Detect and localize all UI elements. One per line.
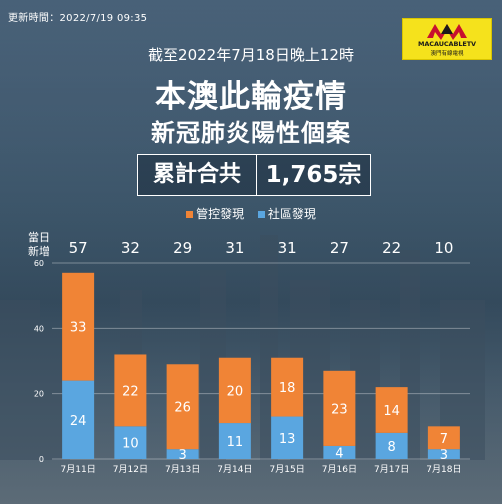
y-tick-label: 20 xyxy=(34,390,44,399)
bar-segment-community xyxy=(62,380,95,459)
x-tick-label: 7月18日 xyxy=(426,464,461,475)
legend-label-control: 管控發現 xyxy=(196,207,245,221)
bar-segment-control xyxy=(271,357,304,417)
data-label: 20 xyxy=(227,384,244,399)
bar-segment-community xyxy=(218,423,251,459)
y-tick-label: 60 xyxy=(34,259,44,268)
data-label: 22 xyxy=(122,384,139,399)
legend-swatch-community xyxy=(257,211,265,218)
logo-mark-icon xyxy=(427,24,467,40)
background-building xyxy=(0,300,40,460)
data-label: 33 xyxy=(70,321,87,336)
data-label: 14 xyxy=(383,404,400,419)
data-label: 10 xyxy=(122,437,139,452)
bar-segment-community xyxy=(271,416,304,459)
data-label: 3 xyxy=(440,448,448,463)
data-label: 7 xyxy=(440,432,448,447)
bar-segment-community xyxy=(375,432,408,459)
bar-segment-community xyxy=(166,449,199,459)
daily-total-label: 10 xyxy=(434,239,453,257)
x-tick-label: 7月15日 xyxy=(270,464,305,475)
bar-segment-control xyxy=(218,357,251,424)
legend-item-control: 管控發現 xyxy=(186,207,248,221)
data-label: 24 xyxy=(70,414,87,429)
daily-total-label: 27 xyxy=(330,239,349,257)
daily-total-label: 31 xyxy=(278,239,297,257)
data-label: 3 xyxy=(178,448,186,463)
bar-segment-control xyxy=(166,364,199,450)
daily-new-label: 當日 新增 xyxy=(28,231,50,258)
cumulative-total-value: 1,765宗 xyxy=(265,162,362,188)
y-tick-label: 0 xyxy=(39,455,44,464)
update-time: 更新時間：2022/7/19 09:35 xyxy=(8,13,148,24)
bar-segment-community xyxy=(427,449,460,459)
cumulative-total-label: 累計合共 xyxy=(138,155,257,195)
daily-total-label: 22 xyxy=(382,239,401,257)
bar-segment-control xyxy=(323,370,356,446)
daily-total-label: 31 xyxy=(225,239,244,257)
data-label: 23 xyxy=(331,402,348,417)
legend-swatch-control xyxy=(186,211,194,218)
data-label: 18 xyxy=(279,381,296,396)
x-tick-label: 7月11日 xyxy=(61,464,96,475)
x-tick-label: 7月17日 xyxy=(374,464,409,475)
x-tick-label: 7月14日 xyxy=(217,464,252,475)
cumulative-total-box: 累計合共 1,765宗 xyxy=(137,154,371,196)
title-line-1: 本澳此輪疫情 xyxy=(155,79,347,115)
x-tick-label: 7月13日 xyxy=(165,464,200,475)
legend-label-community: 社區發現 xyxy=(267,207,316,221)
logo-brand: MACAUCABLETV xyxy=(418,40,476,48)
daily-total-label: 57 xyxy=(69,239,88,257)
bar-segment-control xyxy=(62,272,95,381)
bar-segment-control xyxy=(114,354,147,427)
bar-segment-control xyxy=(427,426,460,450)
daily-total-label: 32 xyxy=(121,239,140,257)
as-of-date: 截至2022年7月18日晚上12時 xyxy=(148,46,354,64)
daily-total-label: 29 xyxy=(173,239,192,257)
data-label: 13 xyxy=(279,432,296,447)
y-tick-label: 40 xyxy=(34,324,44,333)
bar-segment-community xyxy=(323,445,356,459)
legend-item-community: 社區發現 xyxy=(257,207,316,221)
data-label: 4 xyxy=(335,446,343,461)
data-label: 11 xyxy=(227,435,244,450)
bar-segment-control xyxy=(375,387,408,433)
chart-legend: 管控發現 社區發現 xyxy=(0,205,502,222)
data-label: 26 xyxy=(174,401,191,416)
macau-cable-tv-logo: MACAUCABLETV 澳門有線電視 xyxy=(402,18,492,60)
bar-segment-community xyxy=(114,426,147,459)
logo-subtitle: 澳門有線電視 xyxy=(430,51,464,57)
data-label: 8 xyxy=(387,440,395,455)
x-tick-label: 7月12日 xyxy=(113,464,148,475)
x-tick-label: 7月16日 xyxy=(322,464,357,475)
title-line-2: 新冠肺炎陽性個案 xyxy=(151,119,351,147)
